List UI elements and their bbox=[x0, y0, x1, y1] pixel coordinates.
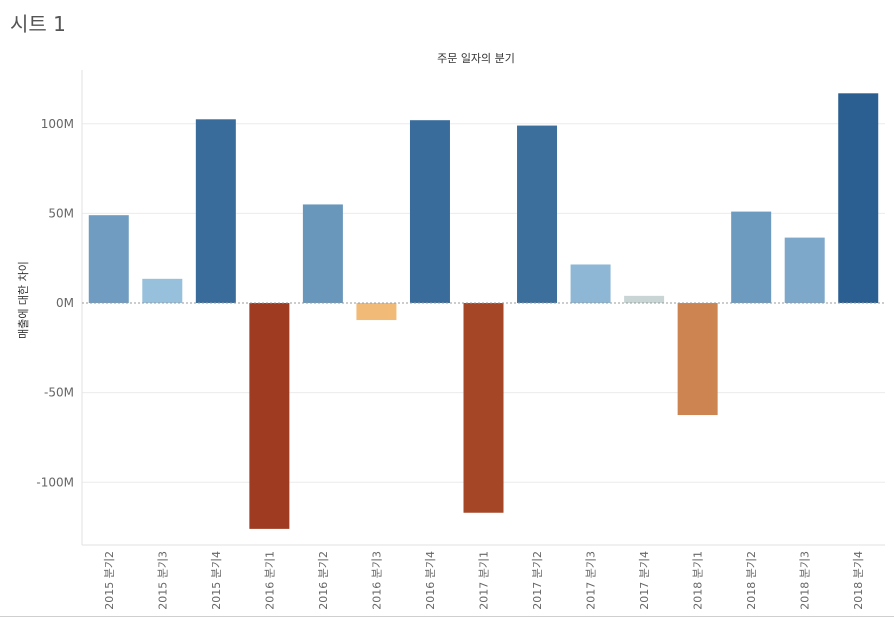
bar[interactable] bbox=[677, 303, 718, 416]
x-tick-label: 2018 분기4 bbox=[852, 551, 865, 610]
x-tick-label: 2018 분기1 bbox=[692, 551, 705, 610]
bar[interactable] bbox=[195, 119, 236, 304]
x-tick-label: 2015 분기2 bbox=[103, 551, 116, 610]
bar[interactable] bbox=[88, 215, 129, 304]
bar[interactable] bbox=[838, 93, 879, 304]
bars bbox=[88, 93, 879, 529]
bar[interactable] bbox=[356, 303, 397, 321]
x-tick-label: 2016 분기2 bbox=[317, 551, 330, 610]
bar[interactable] bbox=[409, 120, 450, 304]
bar[interactable] bbox=[624, 295, 665, 304]
sheet-title: 시트 1 bbox=[10, 12, 66, 36]
y-tick-label: -100M bbox=[36, 475, 74, 489]
y-tick-label: 100M bbox=[41, 117, 74, 131]
x-tick-label: 2016 분기1 bbox=[263, 551, 276, 610]
y-axis: 100M 50M 0M -50M -100M bbox=[36, 70, 83, 545]
x-tick-label: 2016 분기3 bbox=[370, 551, 383, 610]
bar[interactable] bbox=[570, 264, 611, 304]
y-tick-label: 0M bbox=[56, 296, 74, 310]
bar[interactable] bbox=[249, 303, 290, 529]
x-tick-label: 2018 분기3 bbox=[799, 551, 812, 610]
x-tick-label: 2015 분기3 bbox=[156, 551, 169, 610]
x-tick-label: 2015 분기4 bbox=[210, 551, 223, 610]
bar[interactable] bbox=[731, 211, 772, 304]
x-tick-label: 2017 분기1 bbox=[478, 551, 491, 610]
bar[interactable] bbox=[463, 303, 504, 513]
y-tick-label: -50M bbox=[44, 386, 74, 400]
bar[interactable] bbox=[142, 278, 183, 304]
x-tick-label: 2016 분기4 bbox=[424, 551, 437, 610]
bar[interactable] bbox=[784, 237, 825, 304]
y-tick-label: 50M bbox=[48, 206, 74, 220]
bar[interactable] bbox=[517, 125, 558, 304]
x-tick-label: 2017 분기4 bbox=[638, 551, 651, 610]
x-tick-label: 2018 분기2 bbox=[745, 551, 758, 610]
x-tick-label: 2017 분기2 bbox=[531, 551, 544, 610]
x-axis: 2015 분기2 2015 분기3 2015 분기4 2016 분기1 2016 분기2… bbox=[82, 544, 885, 610]
y-axis-title: 매출에 대한 차이 bbox=[17, 261, 30, 339]
x-tick-label: 2017 분기3 bbox=[585, 551, 598, 610]
chart-title: 주문 일자의 분기 bbox=[437, 51, 515, 65]
bar[interactable] bbox=[302, 204, 343, 304]
bottom-divider bbox=[0, 616, 894, 617]
